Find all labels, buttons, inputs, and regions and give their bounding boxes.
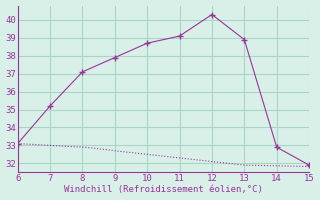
X-axis label: Windchill (Refroidissement éolien,°C): Windchill (Refroidissement éolien,°C) (64, 185, 263, 194)
